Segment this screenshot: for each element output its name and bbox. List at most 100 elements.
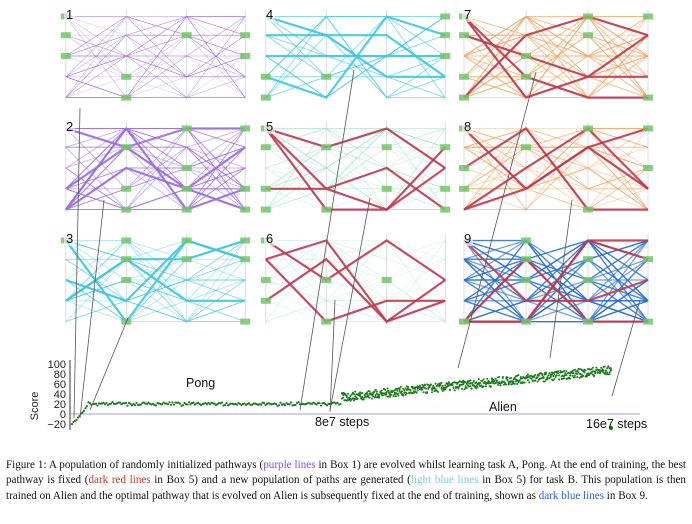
score-point xyxy=(440,381,443,384)
score-point xyxy=(573,376,576,379)
score-point xyxy=(545,371,547,374)
score-point xyxy=(573,374,576,377)
module-box xyxy=(521,237,531,244)
pathway-box-5: 5 xyxy=(258,116,453,220)
module-box xyxy=(583,277,593,283)
pathway-line xyxy=(65,55,246,98)
pathway-line xyxy=(265,128,446,210)
step-label-16e7: 16e7 steps xyxy=(586,417,647,431)
pathway-line xyxy=(65,34,246,57)
score-point xyxy=(398,387,401,390)
module-box xyxy=(643,256,653,263)
score-point xyxy=(595,366,598,369)
score-point xyxy=(582,374,585,377)
score-point xyxy=(403,389,406,392)
box-number: 4 xyxy=(264,7,276,22)
score-point xyxy=(392,395,395,398)
score-point xyxy=(494,377,497,380)
score-point xyxy=(463,388,466,391)
module-box xyxy=(459,318,469,325)
pathway-line xyxy=(65,34,246,98)
score-point xyxy=(498,376,501,379)
score-point xyxy=(470,387,473,390)
score-point xyxy=(530,377,533,380)
pathway-box-7: 7 xyxy=(456,4,656,108)
score-point xyxy=(536,380,539,383)
pathway-line xyxy=(265,128,446,169)
score-point xyxy=(473,384,475,387)
score-point xyxy=(425,387,427,390)
score-point xyxy=(609,367,612,370)
caption-highlight-red: dark red lines xyxy=(88,474,151,487)
score-point xyxy=(274,402,278,406)
pathway-line xyxy=(65,34,246,78)
score-point xyxy=(464,381,467,384)
score-point xyxy=(393,389,396,392)
score-point xyxy=(565,370,568,373)
score-point xyxy=(374,388,377,391)
module-box xyxy=(321,144,332,151)
module-box xyxy=(440,206,451,213)
score-point xyxy=(371,397,373,400)
score-point xyxy=(465,386,468,389)
score-point xyxy=(401,390,403,393)
score-point xyxy=(240,403,243,407)
score-point xyxy=(429,383,432,386)
score-point xyxy=(591,366,594,369)
score-point xyxy=(75,418,78,422)
score-point xyxy=(475,384,478,387)
box-number: 2 xyxy=(64,119,76,134)
score-point xyxy=(569,377,571,380)
pathway-line xyxy=(265,128,446,169)
module-box xyxy=(440,32,451,39)
score-point xyxy=(339,402,342,406)
pathway-line xyxy=(65,16,246,98)
pathway-line xyxy=(265,128,446,210)
pathway-line xyxy=(65,16,246,78)
score-point xyxy=(563,377,565,380)
module-box xyxy=(181,206,192,213)
module-box xyxy=(583,206,593,213)
score-point xyxy=(609,369,612,372)
score-point xyxy=(433,386,436,389)
score-point xyxy=(603,365,606,368)
pathway-line xyxy=(65,16,246,98)
pathway-line xyxy=(65,16,246,98)
score-point xyxy=(220,401,224,404)
pathway-line xyxy=(65,34,246,78)
pathway-line xyxy=(265,15,446,57)
score-point xyxy=(519,376,522,379)
score-point xyxy=(126,404,129,407)
score-point xyxy=(517,374,520,377)
y-tick: 60 xyxy=(54,379,66,391)
score-point xyxy=(409,389,412,392)
score-point xyxy=(421,388,424,391)
module-box xyxy=(459,73,469,80)
score-point xyxy=(504,381,507,384)
module-box xyxy=(181,125,192,132)
score-point xyxy=(558,378,561,381)
score-point xyxy=(453,389,456,392)
score-point xyxy=(553,373,556,376)
pathway-box-8: 8 xyxy=(456,116,656,220)
pathway-line xyxy=(65,34,246,57)
pathway-line xyxy=(65,34,246,57)
y-tick: 80 xyxy=(54,369,66,381)
module-box xyxy=(459,32,469,39)
score-point xyxy=(451,383,454,386)
score-point xyxy=(133,404,137,407)
score-point xyxy=(600,366,603,369)
module-box xyxy=(583,256,593,263)
score-point xyxy=(541,374,544,377)
score-point xyxy=(402,387,405,390)
module-box xyxy=(521,73,531,80)
module-box xyxy=(321,73,332,80)
score-point xyxy=(181,404,185,407)
score-point xyxy=(473,380,475,383)
score-point xyxy=(512,380,515,383)
score-point xyxy=(396,389,399,392)
pathway-line xyxy=(65,55,246,98)
score-point xyxy=(501,375,504,378)
score-point xyxy=(440,386,443,389)
score-point xyxy=(169,403,173,406)
